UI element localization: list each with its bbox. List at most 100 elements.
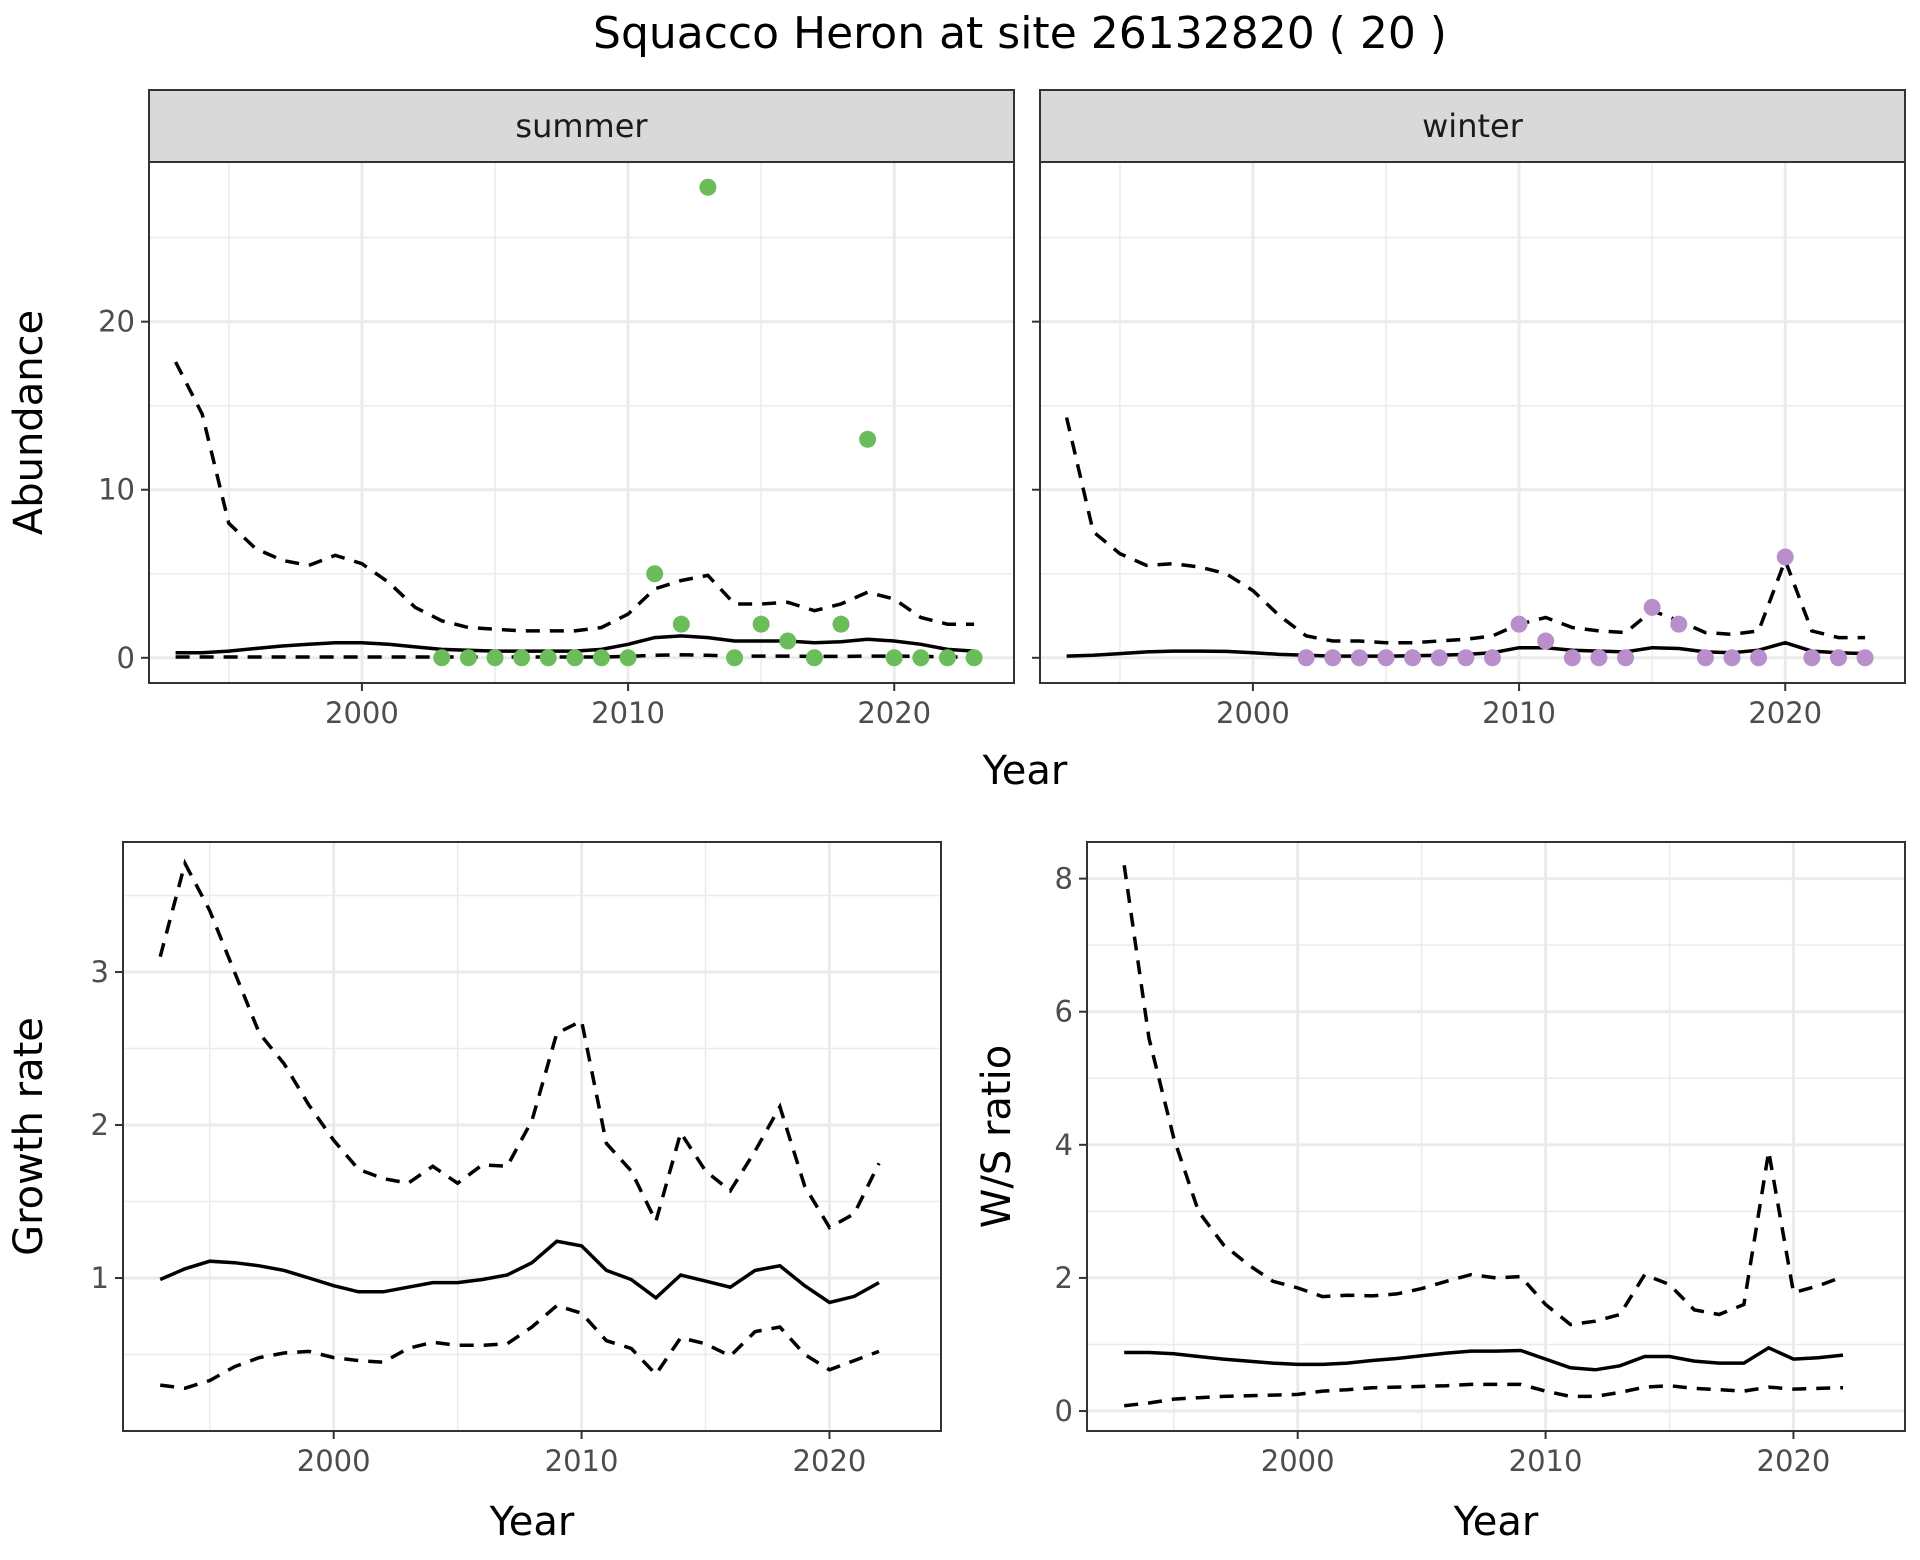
data-point [1803,649,1821,667]
top-x-axis-title: Year [982,748,1068,794]
data-point [885,649,903,667]
x-axis-title: Year [489,1499,575,1545]
data-layer [1122,865,1844,1408]
y-tick-label: 1 [91,1261,109,1295]
y-tick-label: 3 [91,955,109,989]
data-point [619,649,637,667]
data-point [592,649,610,667]
data-point [646,565,664,583]
plot-background [1087,842,1905,1431]
data-point [1457,649,1475,667]
data-point [1537,632,1555,650]
x-tick-label: 2020 [857,696,931,730]
panel-border [1086,841,1906,1432]
y-tick-label: 0 [1055,1394,1073,1428]
data-point [965,649,983,667]
upper-line [1122,865,1844,1327]
facet-strip-label: winter [1422,107,1524,145]
plot-background [1040,162,1905,683]
data-point [1324,649,1342,667]
data-point [433,649,451,667]
data-point [805,649,823,667]
y-axis-title: Abundance [6,310,52,535]
x-tick-label: 2020 [1748,696,1822,730]
x-tick-label: 2010 [591,696,665,730]
x-tick-label: 2010 [1482,696,1556,730]
data-point [779,632,797,650]
data-point [1829,649,1847,667]
x-tick-label: 2010 [1509,1444,1583,1478]
estimate-line [159,1239,880,1305]
data-point [1643,598,1661,616]
data-point [513,649,531,667]
y-tick-label: 8 [1055,862,1073,896]
data-point [1430,649,1448,667]
chart-title: Squacco Heron at site 26132820 ( 20 ) [593,8,1447,59]
estimate-line [1124,1345,1844,1372]
data-point [1590,649,1608,667]
x-axis-title: Year [1453,1499,1539,1545]
data-point [726,649,744,667]
panel-border [122,841,942,1432]
data-point [699,178,717,196]
y-tick-label: 6 [1055,995,1073,1029]
data-point [832,615,850,633]
y-tick-label: 20 [98,305,135,339]
facet-strip [1039,89,1906,163]
y-tick-label: 10 [98,473,135,507]
data-point [1856,649,1874,667]
lower-ci-line [175,653,975,659]
upper-line [158,858,881,1230]
y-tick-label: 2 [1055,1261,1073,1295]
data-point [1350,649,1368,667]
data-point [912,649,930,667]
data-point [1297,649,1315,667]
data-point [672,615,690,633]
y-axis-title: Growth rate [6,1017,52,1256]
panel-ws-ratio: 2000 2010 2020 0 2 4 6 8 W/S ratio Year [974,841,1906,1545]
x-tick-label: 2000 [297,1444,371,1478]
lower-line [1124,1382,1844,1408]
data-point [1510,615,1528,633]
data-point [1404,649,1422,667]
y-tick-label: 2 [91,1108,109,1142]
x-tick-label: 2000 [1261,1444,1335,1478]
panel-winter: 2000 2010 2020 winter [1032,89,1906,730]
plot-background [123,842,941,1431]
y-tick-label: 4 [1055,1128,1073,1162]
y-tick-label: 0 [117,641,135,675]
data-point [1483,649,1501,667]
data-point [1750,649,1768,667]
facet-strip-label: summer [515,107,648,145]
y-axis-title: W/S ratio [974,1045,1020,1228]
data-layer [174,178,983,667]
x-tick-label: 2000 [1216,696,1290,730]
facet-strip [148,89,1015,163]
x-tick-label: 2020 [1757,1444,1831,1478]
data-point [1617,649,1635,667]
data-point [566,649,584,667]
data-point [859,430,877,448]
panel-summer: 2000 2010 2020 0 10 20 summer Abundance [6,89,1015,730]
data-point [539,649,557,667]
data-point [486,649,504,667]
data-layer [1064,417,1874,667]
data-point [1377,649,1395,667]
x-tick-label: 2020 [793,1444,867,1478]
data-point [1696,649,1714,667]
data-point [1563,649,1581,667]
x-tick-label: 2000 [325,696,399,730]
x-tick-label: 2010 [545,1444,619,1478]
data-point [1670,615,1688,633]
data-point [938,649,956,667]
data-point [1776,548,1794,566]
data-point [459,649,477,667]
data-layer [158,858,881,1390]
data-point [752,615,770,633]
panel-growth-rate: 2000 2010 2020 1 2 3 Growth rate Year [6,841,942,1545]
data-point [1723,649,1741,667]
plot-background [149,162,1014,683]
upper-ci-line [174,361,975,633]
lower-line [159,1303,880,1390]
